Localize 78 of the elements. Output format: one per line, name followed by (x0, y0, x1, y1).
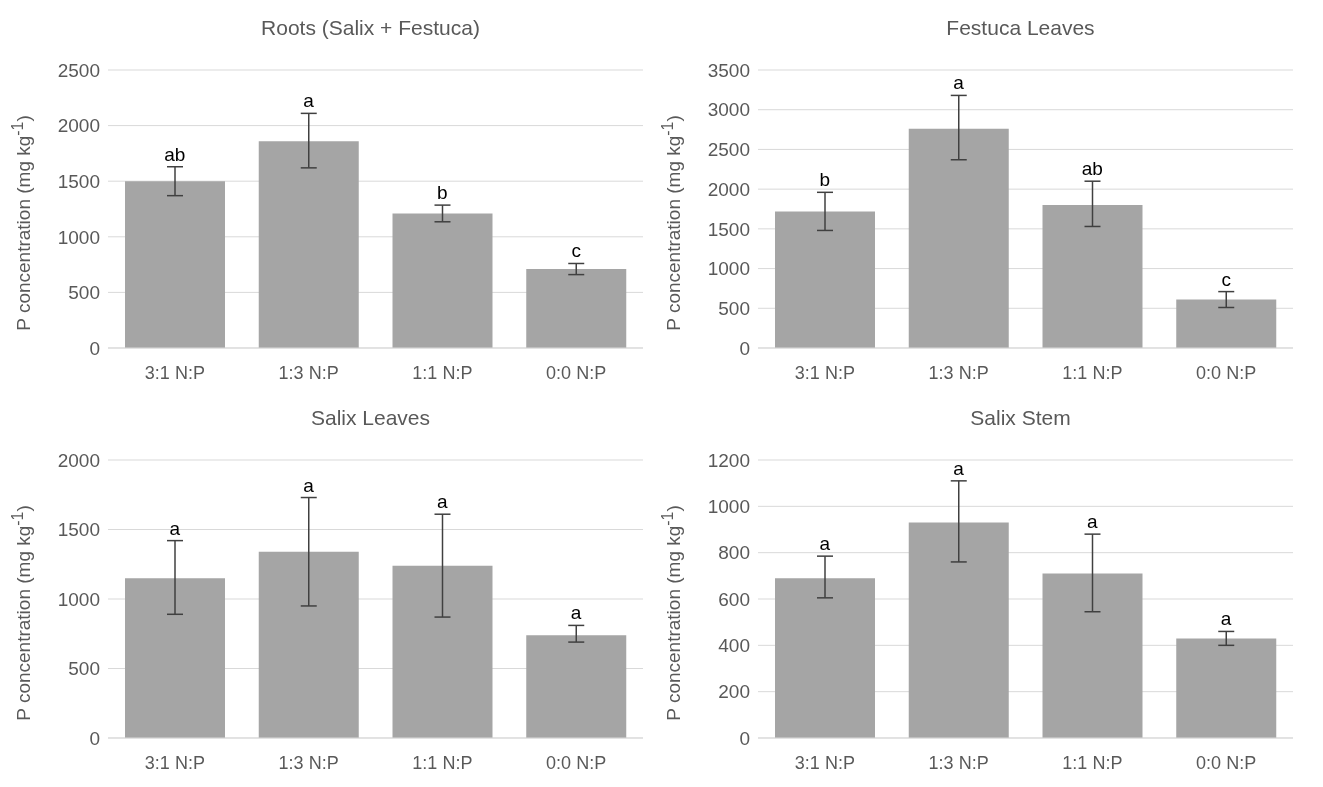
y-tick-label: 1500 (707, 218, 750, 240)
chart-title: Festuca Leaves (945, 16, 1096, 40)
y-tick-label: 2500 (707, 139, 750, 161)
bar (908, 128, 1009, 348)
annotation: a (437, 491, 449, 513)
bar (908, 522, 1009, 738)
x-tick-label: 0:0 N:P (546, 362, 607, 383)
y-tick-label: 2000 (57, 449, 100, 471)
y-tick-label: 600 (718, 588, 750, 610)
annotation: a (303, 474, 315, 496)
x-tick-label: 3:1 N:P (144, 752, 205, 773)
annotation: a (303, 90, 315, 112)
x-tick-label: 1:1 N:P (412, 752, 473, 773)
chart-title: Salix Leaves (309, 406, 432, 430)
bar (1176, 299, 1277, 348)
y-tick-label: 500 (68, 282, 100, 304)
x-tick-label: 3:1 N:P (794, 362, 855, 383)
annotation: a (953, 72, 965, 94)
x-tick-label: 1:1 N:P (1062, 362, 1123, 383)
annotation: a (1087, 511, 1099, 533)
y-tick-label: 1000 (57, 588, 100, 610)
y-tick-label: 3000 (707, 99, 750, 121)
x-tick-label: 1:1 N:P (1062, 752, 1123, 773)
y-tick-label: 800 (718, 542, 750, 564)
y-tick-label: 1200 (707, 449, 750, 471)
bar (775, 211, 875, 348)
bar (258, 141, 359, 348)
annotation: ab (1081, 158, 1103, 180)
y-tick-label: 0 (89, 337, 100, 359)
x-tick-label: 1:3 N:P (278, 362, 339, 383)
y-tick-label: 1000 (707, 496, 750, 518)
y-tick-label: 2000 (707, 178, 750, 200)
bar (258, 551, 359, 738)
y-tick-label: 1000 (57, 226, 100, 248)
y-tick-label: 200 (718, 681, 750, 703)
x-tick-label: 3:1 N:P (794, 752, 855, 773)
annotation: a (169, 517, 181, 539)
bar (125, 181, 225, 348)
y-tick-label: 2000 (57, 115, 100, 137)
y-tick-label: 1500 (57, 170, 100, 192)
y-tick-label: 1000 (707, 258, 750, 280)
bar (1042, 205, 1143, 348)
bar (526, 635, 627, 738)
x-tick-label: 1:3 N:P (928, 752, 989, 773)
annotation: b (437, 182, 448, 204)
bar (125, 578, 225, 738)
x-tick-label: 0:0 N:P (546, 752, 607, 773)
bar (1042, 573, 1143, 738)
x-tick-label: 1:3 N:P (928, 362, 989, 383)
annotation: c (1221, 268, 1231, 290)
bar (1176, 638, 1277, 738)
bar (392, 213, 493, 348)
x-tick-label: 1:1 N:P (412, 362, 473, 383)
annotation: a (1220, 608, 1232, 630)
y-tick-label: 0 (89, 727, 100, 749)
x-tick-label: 0:0 N:P (1196, 752, 1257, 773)
y-tick-label: 0 (739, 727, 750, 749)
y-tick-label: 500 (68, 658, 100, 680)
y-tick-label: 1500 (57, 519, 100, 541)
annotation: c (571, 240, 581, 262)
x-tick-label: 3:1 N:P (144, 362, 205, 383)
y-tick-label: 400 (718, 635, 750, 657)
y-tick-label: 0 (739, 337, 750, 359)
annotation: a (953, 457, 965, 479)
x-tick-label: 1:3 N:P (278, 752, 339, 773)
annotation: b (819, 169, 831, 191)
y-tick-label: 500 (718, 298, 750, 320)
chart-title: Salix Stem (969, 406, 1072, 430)
annotation: ab (164, 143, 186, 165)
y-tick-label: 2500 (57, 59, 100, 81)
bar (392, 565, 493, 738)
chart-title: Roots (Salix + Festuca) (260, 16, 481, 40)
y-tick-label: 3500 (707, 59, 750, 81)
bar (775, 578, 875, 738)
annotation: a (819, 533, 831, 555)
bar (526, 269, 627, 348)
x-tick-label: 0:0 N:P (1196, 362, 1257, 383)
annotation: a (570, 602, 582, 624)
